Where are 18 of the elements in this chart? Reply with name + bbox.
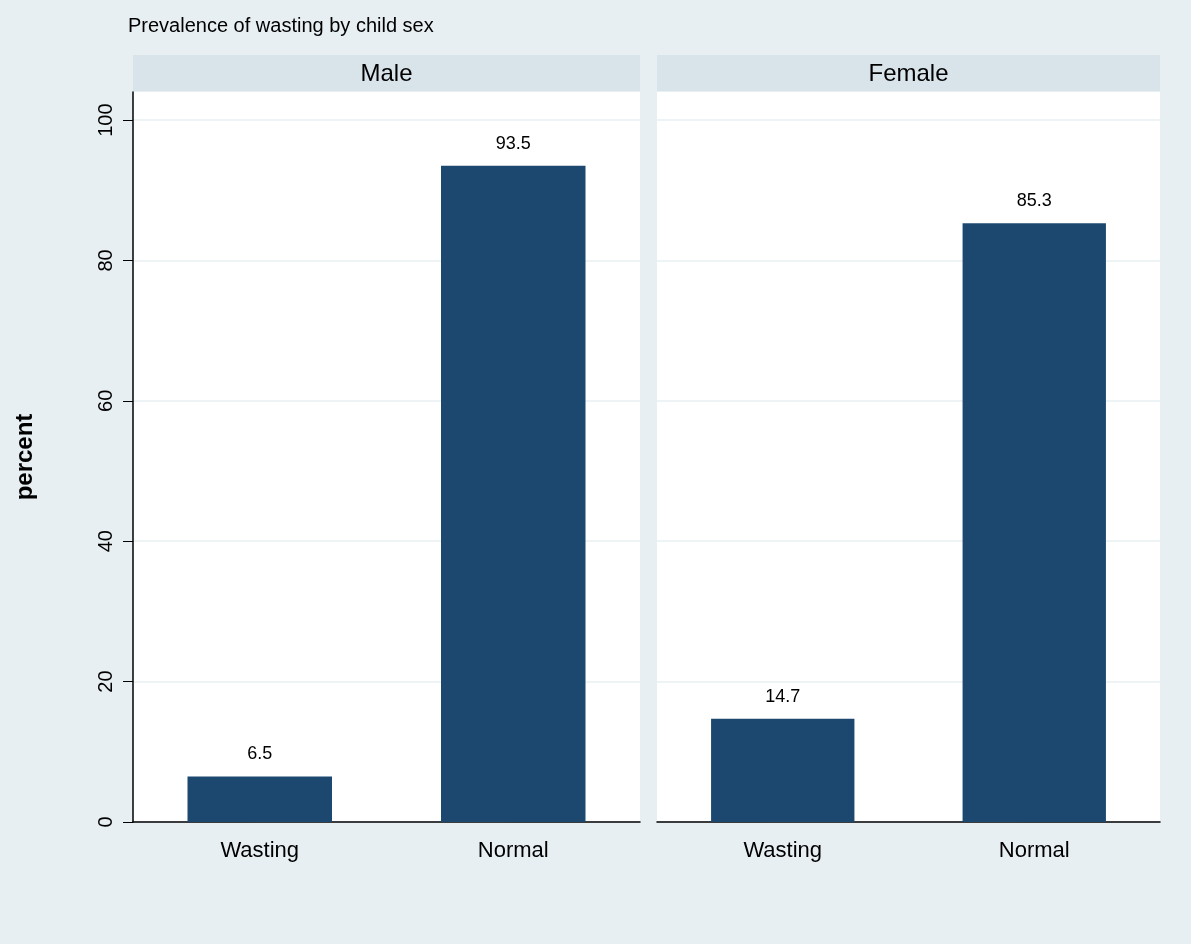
chart-title: Male (133, 55, 640, 91)
data-label: 93.5 (495, 132, 531, 153)
y-tick-label: 80 (94, 249, 116, 272)
x-tick-label: Wasting (220, 836, 300, 862)
data-label: 85.3 (1016, 190, 1052, 211)
data-label: 14.7 (765, 685, 801, 706)
data-label: 6.5 (247, 743, 273, 764)
x-tick-label: Normal (477, 836, 549, 862)
text: Prevalence of wasting by child sex (128, 14, 434, 37)
y-axis-title: percent (9, 413, 37, 501)
y-tick-label: 0 (94, 816, 116, 828)
x-tick-label: Normal (998, 836, 1070, 862)
x-tick-label: Wasting (743, 836, 823, 862)
y-tick-label: 40 (94, 530, 116, 553)
y-tick-label: 100 (94, 103, 116, 137)
y-tick-label: 20 (94, 670, 116, 693)
y-tick-label: 60 (94, 389, 116, 412)
chart-title: Female (657, 55, 1160, 91)
